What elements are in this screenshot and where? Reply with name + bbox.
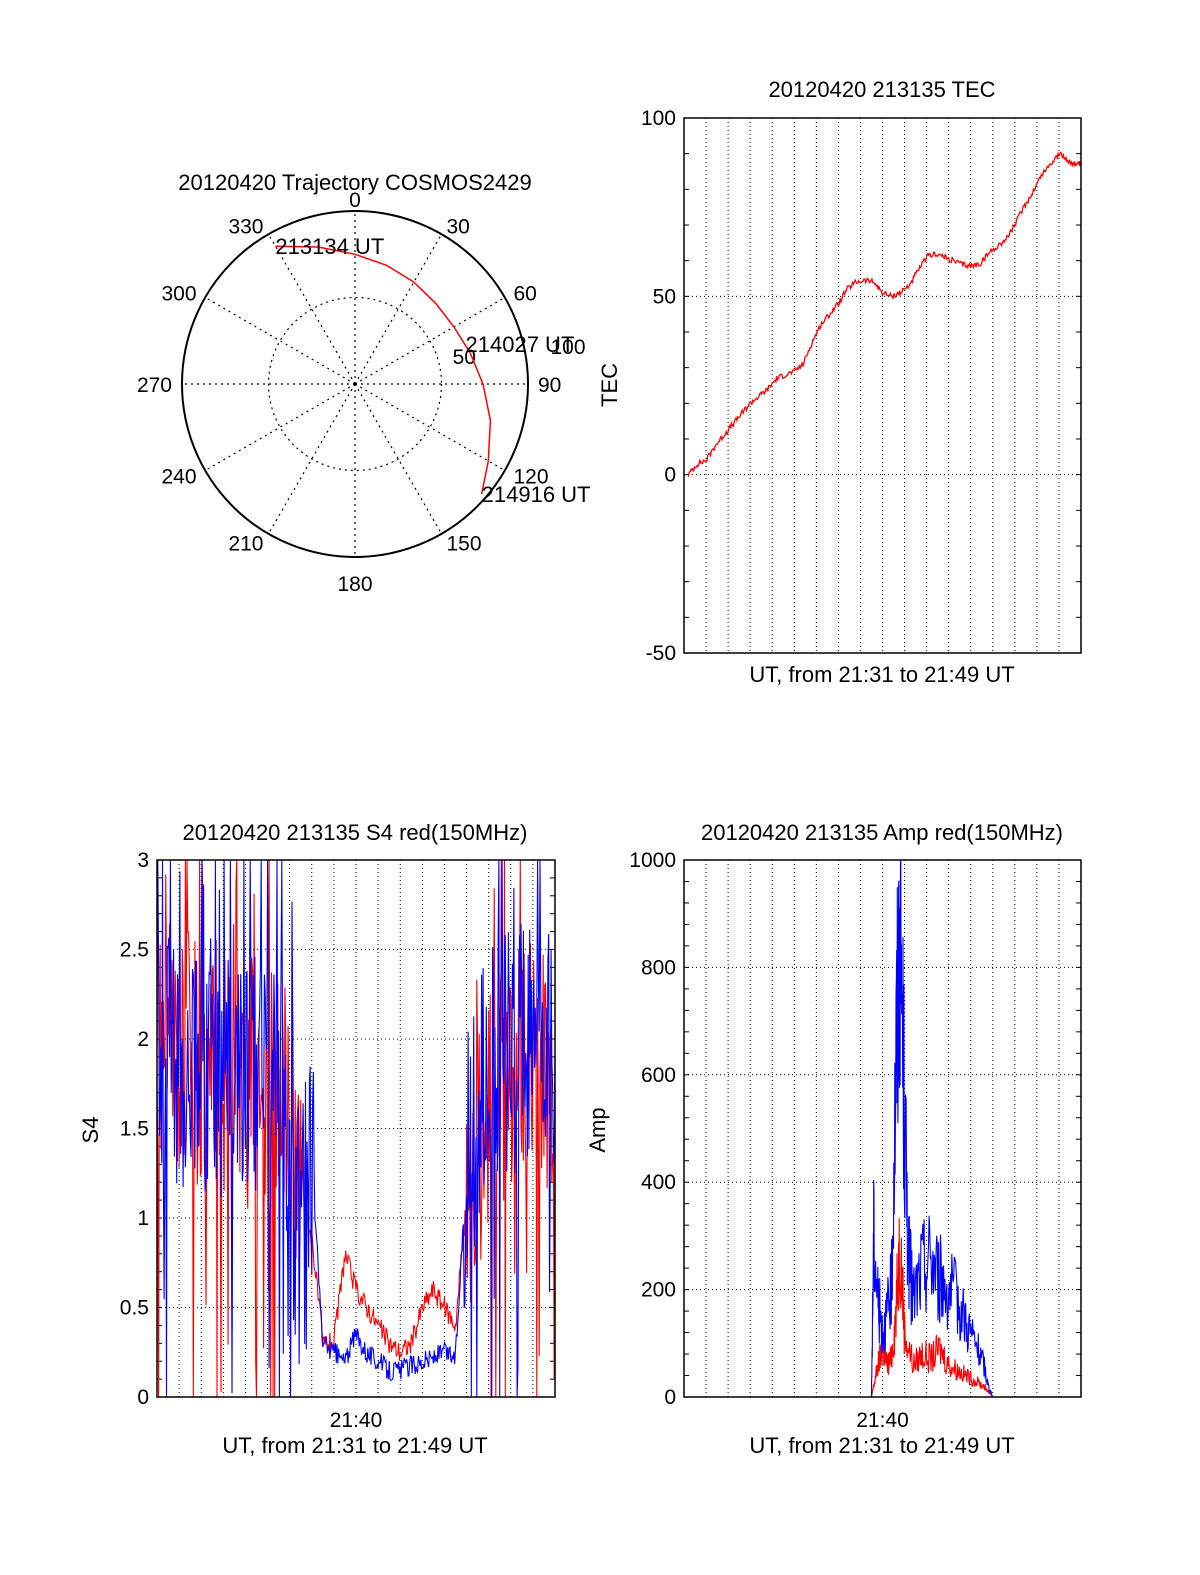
series-line [684, 1217, 1081, 1398]
polar-spoke [204, 383, 356, 472]
polar-angle-label: 90 [538, 374, 561, 397]
y-tick-label: 0 [664, 464, 676, 487]
trajectory-polar-plot: 20120420 Trajectory COSMOS2429 0 30 60 90 12… [137, 170, 591, 596]
polar-angle-label: 240 [161, 466, 196, 489]
y-tick-label: 2 [137, 1028, 149, 1051]
polar-radial-label: 100 [550, 336, 585, 359]
y-tick-label: 1000 [629, 849, 676, 872]
s4-xlabel: UT, from 21:31 to 21:49 UT [222, 1433, 487, 1458]
trajectory-time-label: 214916 UT [482, 482, 591, 507]
y-tick-label: 1 [137, 1207, 149, 1230]
y-tick-label: 2.5 [120, 939, 149, 962]
s4-title: 20120420 213135 S4 red(150MHz) [183, 820, 528, 845]
polar-angle-label: 150 [447, 532, 482, 555]
y-tick-label: 400 [641, 1171, 676, 1194]
polar-spoke [354, 383, 443, 535]
series-line [687, 151, 1082, 477]
polar-spoke [204, 296, 356, 385]
tec-ylabel: TEC [597, 363, 622, 407]
polar-angle-label: 180 [337, 573, 372, 596]
y-tick-label: 800 [641, 956, 676, 979]
series-line [156, 859, 556, 1398]
polar-spoke [354, 383, 506, 472]
polar-outer-ring [181, 210, 529, 558]
s4-chart: 20120420 213135 S4 red(150MHz) 0 0.5 1 1.5 2… [78, 820, 556, 1458]
y-tick-label: 600 [641, 1064, 676, 1087]
y-tick-label: 3 [137, 849, 149, 872]
plot-frame [683, 117, 1082, 654]
trajectory-line [275, 245, 492, 495]
polar-spoke [267, 383, 356, 535]
y-tick-label: 200 [641, 1279, 676, 1302]
y-tick-label: 1.5 [120, 1118, 149, 1141]
y-tick-label: 100 [641, 107, 676, 130]
amp-xlabel: UT, from 21:31 to 21:49 UT [749, 1433, 1014, 1458]
series-line [684, 859, 1081, 1398]
series-line [156, 859, 556, 1398]
polar-ring-50 [267, 296, 443, 472]
amp-chart: 20120420 213135 Amp red(150MHz) 0 200 400 6… [585, 820, 1082, 1458]
polar-angle-label: 330 [228, 216, 263, 239]
amp-ylabel: Amp [585, 1107, 610, 1152]
amp-title: 20120420 213135 Amp red(150MHz) [701, 820, 1063, 845]
polar-angle-label: 300 [161, 283, 196, 306]
s4-ylabel: S4 [78, 1117, 103, 1144]
y-tick-label: 0.5 [120, 1297, 149, 1320]
y-tick-label: 50 [653, 285, 676, 308]
polar-angle-label: 270 [137, 374, 172, 397]
y-tick-label: 0 [137, 1386, 149, 1409]
polar-spoke [354, 233, 443, 385]
tec-title: 20120420 213135 TEC [768, 77, 995, 102]
polar-angle-label: 0 [349, 189, 361, 212]
tec-xlabel: UT, from 21:31 to 21:49 UT [749, 662, 1014, 687]
polar-spoke [354, 296, 506, 385]
polar-angle-label: 30 [447, 216, 470, 239]
polar-angle-label: 120 [513, 466, 548, 489]
polar-title: 20120420 Trajectory COSMOS2429 [178, 170, 531, 195]
plot-frame [156, 859, 556, 1398]
polar-angle-label: 210 [228, 532, 263, 555]
trajectory-time-label: 213134 UT [275, 234, 384, 259]
trajectory-time-label: 214027 UT [466, 332, 575, 357]
plot-frame [683, 859, 1082, 1398]
x-tick-label: 21:40 [330, 1409, 383, 1432]
y-tick-label: 0 [664, 1386, 676, 1409]
polar-spoke [267, 233, 356, 385]
y-tick-label: -50 [646, 642, 676, 665]
tec-chart: 20120420 213135 TEC -50 0 50 100 UT, from 2… [597, 77, 1082, 687]
x-tick-label: 21:40 [856, 1409, 909, 1432]
polar-angle-label: 60 [513, 283, 536, 306]
